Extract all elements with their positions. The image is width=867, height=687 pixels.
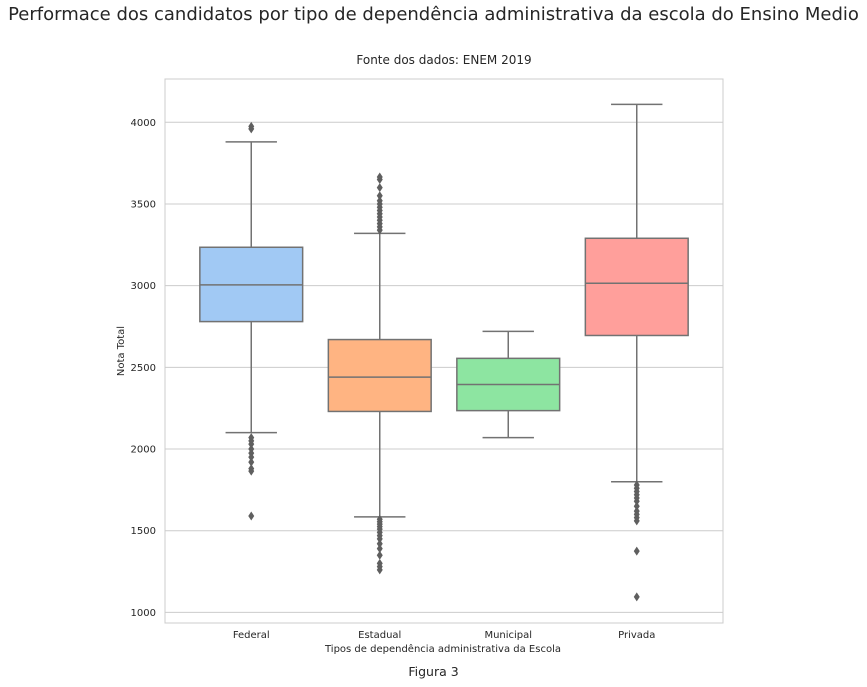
x-tick-label: Estadual <box>358 630 401 641</box>
outlier-point <box>376 539 383 549</box>
outlier-point <box>248 439 255 449</box>
outlier-point <box>633 501 640 511</box>
outlier-point <box>248 121 255 131</box>
outlier-point <box>633 592 640 602</box>
outlier-point <box>248 457 255 467</box>
gridlines <box>165 121 723 613</box>
boxes <box>199 103 689 602</box>
outlier-point <box>633 496 640 506</box>
outlier-point <box>376 183 383 193</box>
x-tick-label: Federal <box>233 630 270 641</box>
x-tick-label: Privada <box>618 630 655 641</box>
box-group-privada <box>584 103 689 602</box>
outlier-point <box>376 565 383 575</box>
box <box>584 237 689 337</box>
box-group-estadual <box>327 172 432 575</box>
outlier-point <box>376 191 383 201</box>
x-tick-label: Municipal <box>484 630 532 641</box>
y-tick-label: 4000 <box>131 118 156 129</box>
y-tick-label: 1000 <box>131 608 156 619</box>
outlier-point <box>633 546 640 556</box>
y-axis-label: Nota Total <box>116 326 127 376</box>
y-tick-label: 1500 <box>131 526 156 537</box>
figure-caption: Figura 3 <box>408 664 459 679</box>
plot-area-frame <box>164 78 724 624</box>
outlier-point <box>376 534 383 544</box>
outlier-point <box>248 452 255 462</box>
box <box>327 338 432 413</box>
outlier-point <box>248 466 255 476</box>
chart-title: Performace dos candidatos por tipo de de… <box>8 4 859 25</box>
y-tick-label: 2000 <box>131 445 156 456</box>
x-axis-ticks: Federal Estadual Municipal Privada <box>233 630 656 641</box>
outlier-point <box>376 544 383 554</box>
outlier-point <box>376 550 383 560</box>
box-group-municipal <box>456 330 561 439</box>
x-axis-label: Tipos de dependência administrativa da E… <box>324 643 561 655</box>
outlier-point <box>248 511 255 521</box>
outlier-point <box>633 516 640 526</box>
outlier-point <box>376 172 383 182</box>
y-tick-label: 2500 <box>131 363 156 374</box>
y-tick-label: 3000 <box>131 281 156 292</box>
chart-subtitle: Fonte dos dados: ENEM 2019 <box>356 53 532 67</box>
y-tick-label: 3500 <box>131 199 156 210</box>
box-group-federal <box>199 121 304 521</box>
outlier-point <box>376 196 383 206</box>
y-axis-ticks: 1000 1500 2000 2500 3000 3500 4000 <box>131 118 156 619</box>
